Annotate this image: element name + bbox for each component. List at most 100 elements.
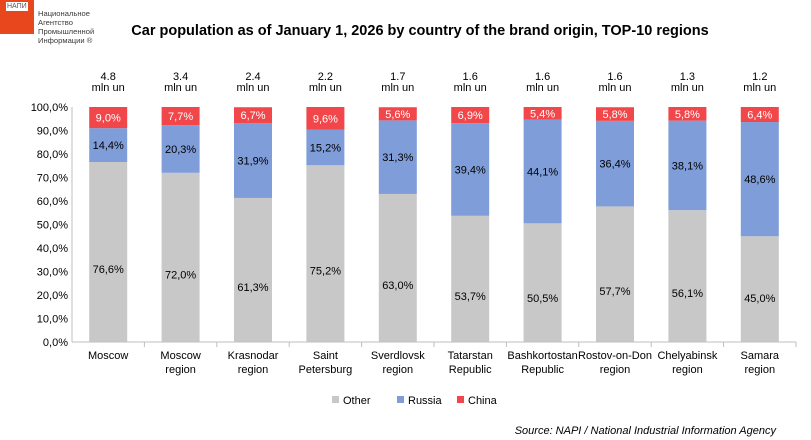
data-label-russia: 15,2% [310, 142, 341, 154]
data-label-other: 45,0% [744, 293, 775, 305]
bar-total-value: 1.6 [535, 71, 550, 83]
bar-total-value: 2.2 [318, 71, 333, 83]
bar-segment-other [234, 197, 272, 342]
bar-segment-russia [306, 129, 345, 166]
data-label-china: 6,9% [458, 110, 483, 122]
logo-line: Информации ® [38, 36, 93, 45]
bar-segment-china [668, 107, 707, 121]
data-label-russia: 20,3% [165, 144, 196, 156]
x-category-label: Samara [741, 350, 780, 362]
y-tick-label: 0,0% [43, 337, 68, 349]
data-label-other: 61,3% [237, 282, 268, 294]
data-label-china: 7,7% [168, 111, 193, 123]
chart-title: Car population as of January 1, 2026 by … [131, 23, 708, 39]
bar-total-unit: mln un [526, 82, 559, 94]
data-label-russia: 31,9% [237, 155, 268, 167]
x-category-label: Petersburg [298, 364, 352, 376]
bars: 76,6% 14,4% 9,0% 72,0% 20,3% 7,7% 61,3% 31,9% 6,… [89, 107, 779, 342]
logo-line: Агентство [38, 18, 73, 27]
bar-segment-china [234, 107, 272, 123]
x-category-label: region [165, 364, 196, 376]
bar-segment-russia [89, 128, 128, 162]
bar-total-unit: mln un [598, 82, 631, 94]
logo-line: Национальное [38, 9, 90, 18]
x-category-label: Moscow [160, 350, 200, 362]
bar-segment-russia [740, 122, 779, 237]
x-category-label: region [600, 364, 631, 376]
x-category-label: region [238, 364, 269, 376]
legend-label-other: Other [343, 395, 371, 407]
bar-total-unit: mln un [454, 82, 487, 94]
data-label-russia: 44,1% [527, 167, 558, 179]
data-label-russia: 36,4% [599, 159, 630, 171]
bar-segment-china [378, 107, 417, 121]
source-note: Source: NAPI / National Industrial Infor… [515, 425, 778, 437]
data-label-china: 9,6% [313, 113, 338, 125]
legend: Other Russia China [332, 395, 498, 407]
x-category-label: region [745, 364, 776, 376]
data-label-china: 5,4% [530, 108, 555, 120]
legend-swatch-china [457, 396, 464, 403]
bar-segment-other [596, 206, 634, 342]
bar-segment-other [306, 165, 345, 342]
data-label-china: 6,4% [747, 110, 772, 122]
bar-segment-other [740, 236, 779, 342]
y-tick-label: 40,0% [37, 243, 68, 255]
bar-segment-russia [234, 122, 272, 198]
bar-segment-other [89, 161, 128, 342]
bar-total-unit: mln un [164, 82, 197, 94]
data-label-other: 56,1% [672, 288, 703, 300]
bar-total-value: 1.3 [680, 71, 695, 83]
bar-total-unit: mln un [236, 82, 269, 94]
napi-logo: НАПИ Национальное Агентство Промышленной… [0, 0, 100, 60]
bar-segment-china [89, 107, 128, 129]
bar-total-unit: mln un [309, 82, 342, 94]
x-category-label: Bashkortostan [507, 350, 577, 362]
y-tick-label: 70,0% [37, 173, 68, 185]
bar-total-value: 1.7 [390, 71, 405, 83]
bar-total-unit: mln un [381, 82, 414, 94]
bar-total-value: 4.8 [101, 71, 116, 83]
data-label-other: 57,7% [599, 286, 630, 298]
bar-segment-china [306, 107, 345, 130]
bar-segment-china [523, 107, 562, 120]
legend-label-russia: Russia [408, 395, 443, 407]
bar-segment-other [523, 223, 562, 342]
x-category-label: region [672, 364, 703, 376]
bar-total-value: 3.4 [173, 71, 188, 83]
y-tick-label: 20,0% [37, 290, 68, 302]
legend-swatch-russia [397, 396, 404, 403]
x-category-label: Saint [313, 350, 338, 362]
bar-segment-russia [668, 120, 707, 211]
bar-total-unit: mln un [92, 82, 125, 94]
bar-segment-china [740, 107, 779, 123]
bar-segment-china [161, 107, 200, 126]
logo-text: Национальное Агентство Промышленной Инфо… [38, 9, 100, 45]
y-axis: 0,0% 10,0% 20,0% 30,0% 40,0% 50,0% 60,0% 70,0% 8… [31, 102, 73, 349]
x-category-label: Sverdlovsk [371, 350, 425, 362]
data-label-russia: 39,4% [455, 165, 486, 177]
bar-segment-other [451, 215, 490, 342]
y-tick-label: 80,0% [37, 149, 68, 161]
bar-segment-russia [451, 123, 490, 216]
y-tick-label: 50,0% [37, 220, 68, 232]
bar-total-unit: mln un [743, 82, 776, 94]
bar-total-value: 1.6 [607, 71, 622, 83]
legend-label-china: China [468, 395, 498, 407]
x-category-label: region [383, 364, 414, 376]
legend-swatch-other [332, 396, 339, 403]
data-label-china: 5,8% [675, 109, 700, 121]
data-label-russia: 38,1% [672, 160, 703, 172]
bar-segment-russia [378, 120, 417, 194]
bar-segment-china [451, 107, 490, 124]
data-label-other: 72,0% [165, 269, 196, 281]
bar-total-value: 2.4 [245, 71, 260, 83]
x-category-label: Republic [521, 364, 564, 376]
data-label-other: 50,5% [527, 293, 558, 305]
bar-segment-russia [596, 120, 634, 207]
data-label-other: 63,0% [382, 280, 413, 292]
y-tick-label: 60,0% [37, 196, 68, 208]
logo-line: Промышленной [38, 27, 95, 36]
